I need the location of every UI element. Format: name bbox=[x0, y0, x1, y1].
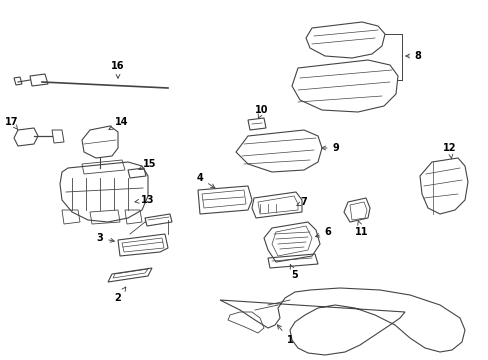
Text: 5: 5 bbox=[290, 265, 298, 280]
Text: 15: 15 bbox=[139, 159, 157, 170]
Text: 6: 6 bbox=[315, 227, 331, 237]
Text: 3: 3 bbox=[97, 233, 114, 243]
Text: 17: 17 bbox=[5, 117, 19, 130]
Text: 16: 16 bbox=[111, 61, 124, 78]
Text: 7: 7 bbox=[296, 197, 307, 207]
Text: 13: 13 bbox=[135, 195, 154, 205]
Text: 8: 8 bbox=[405, 51, 421, 61]
Text: 1: 1 bbox=[277, 325, 293, 345]
Text: 10: 10 bbox=[255, 105, 268, 118]
Text: 14: 14 bbox=[109, 117, 128, 130]
Text: 2: 2 bbox=[114, 287, 125, 303]
Text: 11: 11 bbox=[354, 221, 368, 237]
Text: 9: 9 bbox=[321, 143, 339, 153]
Text: 12: 12 bbox=[442, 143, 456, 159]
Text: 4: 4 bbox=[196, 173, 214, 188]
